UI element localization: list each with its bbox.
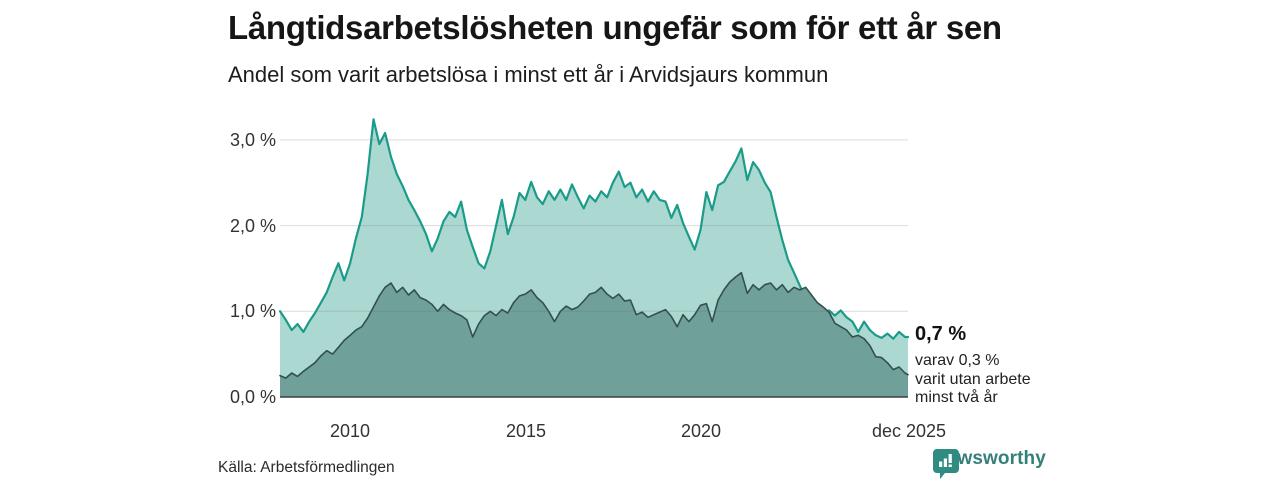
series-area-varav-utan-arbete-minst-tva-ar <box>280 272 908 397</box>
y-axis-label-3: 3,0 % <box>229 130 276 150</box>
annotation-line-3: minst två år <box>915 389 998 406</box>
newsworthy-logo: Newsworthy <box>933 448 1046 479</box>
x-axis-label-2020: 2020 <box>680 421 722 441</box>
x-axis-label-2010: 2010 <box>329 421 371 441</box>
page-title: Långtidsarbetslösheten ungefär som för e… <box>228 9 1002 46</box>
series-line-varav-utan-arbete-minst-tva-ar <box>279 271 909 379</box>
y-axis-label-0: 0,0 % <box>229 387 276 407</box>
chart-subtitle: Andel som varit arbetslösa i minst ett å… <box>228 62 829 87</box>
brand-name: Newsworthy <box>933 448 1046 469</box>
x-axis-label-dec-2025: dec 2025 <box>871 421 947 441</box>
bar-chart-pin-icon <box>933 449 959 479</box>
x-axis-label-2015: 2015 <box>505 421 547 441</box>
annotation-line-1: varav 0,3 % <box>915 352 1000 369</box>
annotation-line-2: varit utan arbete <box>915 370 1031 388</box>
y-axis-label-2: 2,0 % <box>229 216 276 236</box>
latest-value-annotation: 0,7 % varav 0,3 % varit utan arbete mins… <box>915 322 1085 408</box>
source-label: Källa: Arbetsförmedlingen <box>218 459 395 476</box>
latest-total-value: 0,7 % <box>915 323 967 345</box>
y-axis-label-1: 1,0 % <box>229 301 276 321</box>
